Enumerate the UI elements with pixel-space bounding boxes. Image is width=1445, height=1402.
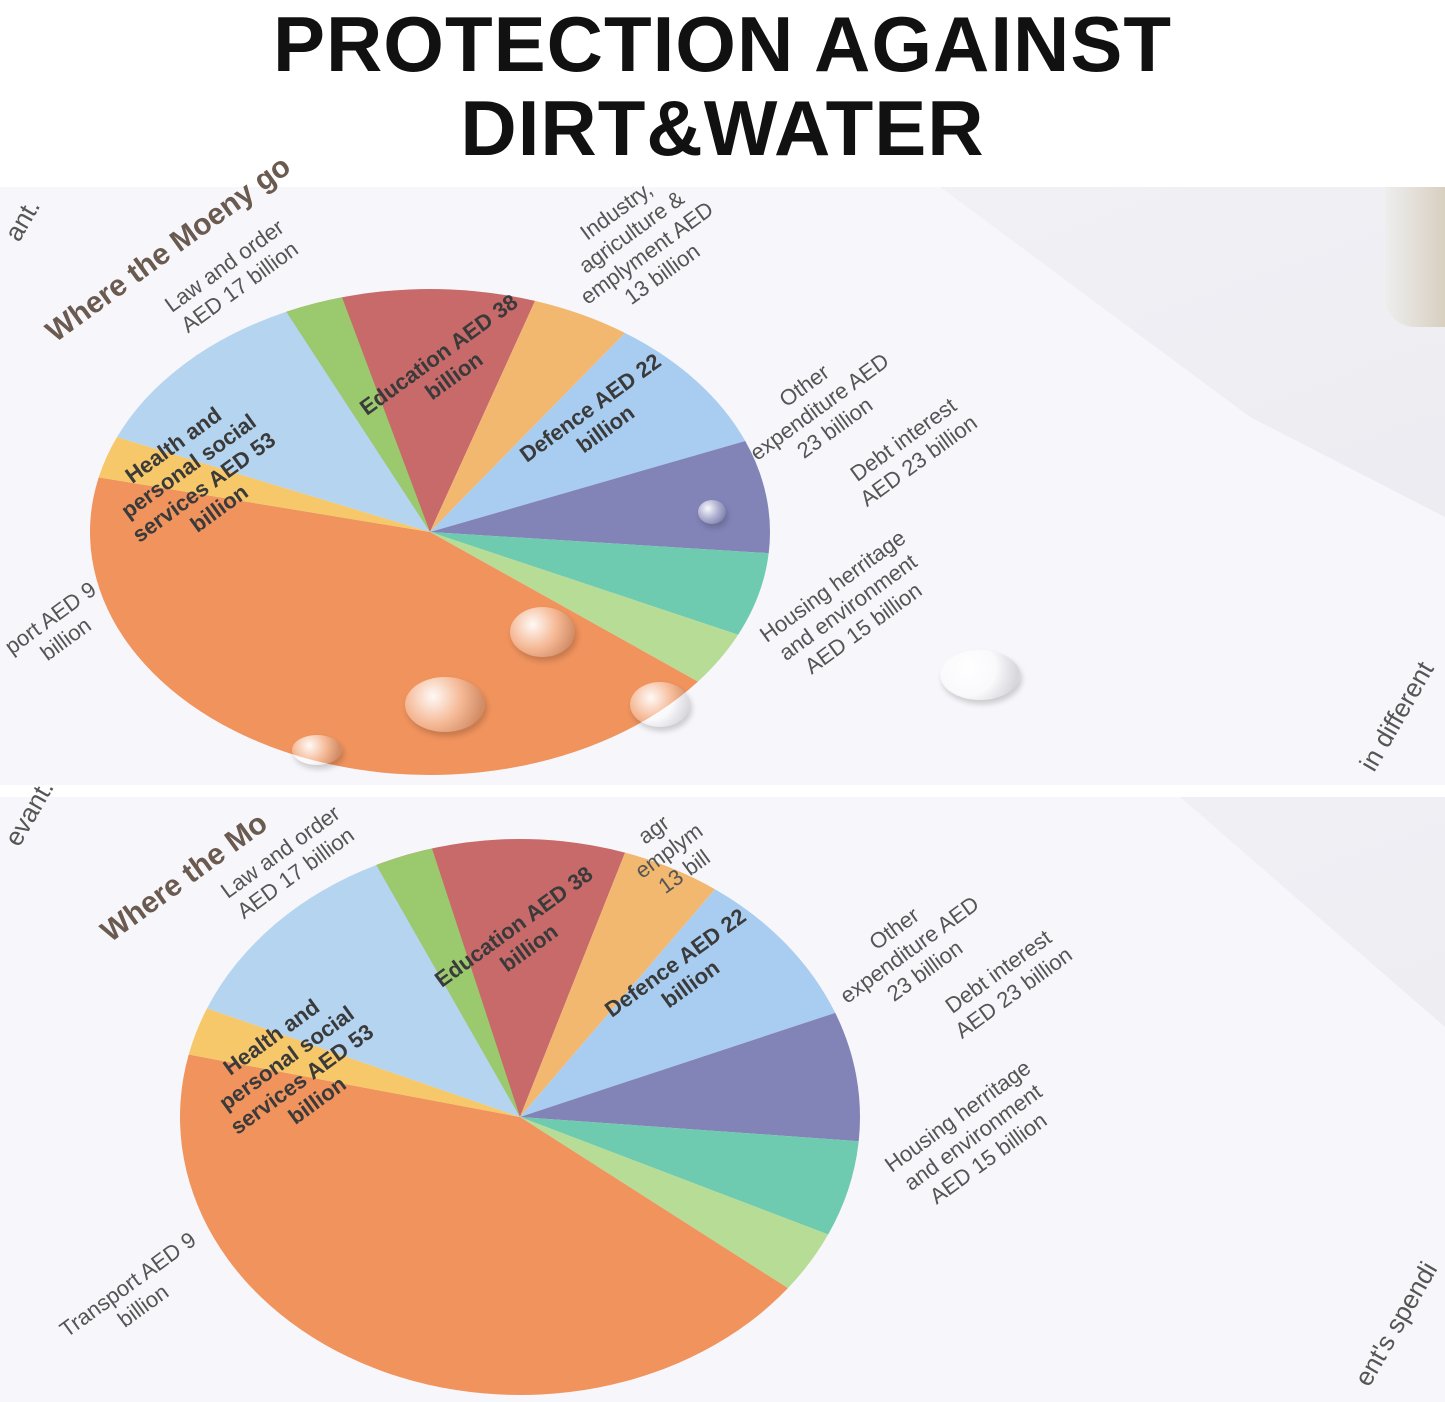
pie-slice-housing [430,532,739,682]
headline-line-2: DIRT&WATER [460,84,985,172]
pie-slice-debt [430,532,769,635]
pie-slice-health [207,865,520,1117]
water-drop [698,500,726,524]
water-drop [630,682,690,727]
dirt-photo: evant. Where the Mo Law and order AED 17… [0,775,1445,1402]
water-photo: ant. Where the Moeny go Law and order AE… [0,150,1445,785]
pie-slice-transport [98,437,431,532]
water-drop [510,607,575,657]
pie-slice-law [286,297,430,532]
pie-chart [179,839,860,1395]
water-drop [292,735,342,765]
pie-slice-health [117,311,430,532]
binder-ring [1385,187,1445,327]
pie-slice-industry [520,852,716,1117]
headline-line-1: PROTECTION AGAINST [272,0,1173,88]
pie-slice-industry [430,300,626,532]
pie-slice-other [520,1012,860,1142]
pie-slice-transport [188,1008,520,1117]
pie-slice-debt [520,1117,859,1235]
water-drop [940,650,1020,700]
water-drop [405,677,485,732]
pie-slice-law [376,848,520,1117]
pie-slice-orange [179,1054,788,1395]
pie-slice-defence [520,889,836,1117]
pie-chart [90,289,770,775]
pie-slice-defence [430,332,746,532]
pie-slice-housing [520,1117,829,1289]
pie-slice-other [430,440,770,554]
pie-slice-orange [90,477,698,775]
